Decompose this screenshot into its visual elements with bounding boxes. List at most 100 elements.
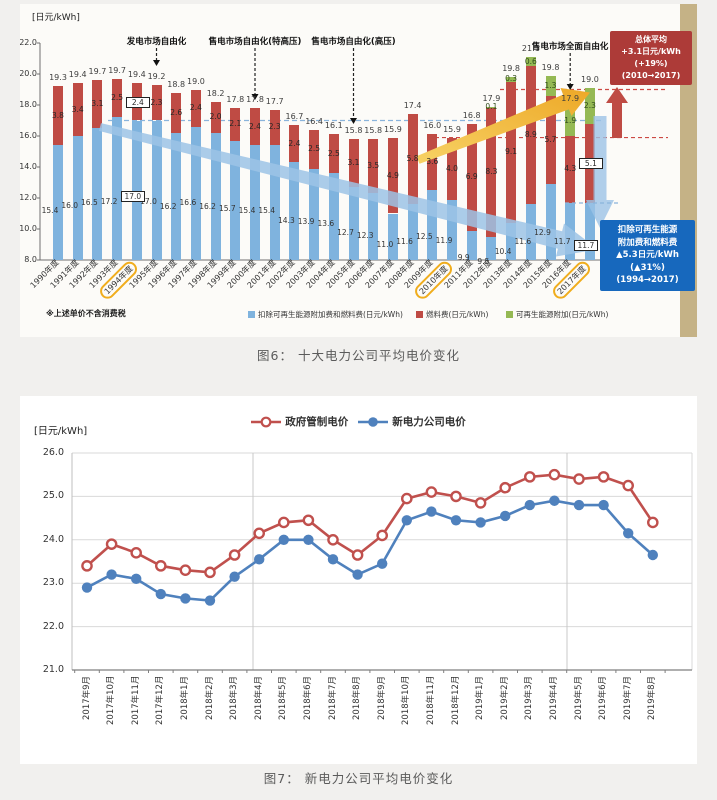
declining-base-price-arrow [99,123,598,257]
bar-base-label: 12.9 [534,228,551,237]
bar-total-label: 16.0 [423,121,442,131]
x-axis-label: 2017年11月 [130,675,141,725]
bar-segment-fuel [230,108,241,141]
bar-total-label: 19.7 [108,65,126,75]
bar-fuel-label: 2.3 [268,122,281,132]
x-axis-label: 2019年7月 [622,675,633,720]
data-point [81,560,93,572]
bar-fuel-label: 2.5 [111,93,124,103]
event-arrowhead [153,60,160,66]
fig7-unit-label: [日元/kWh] [34,426,88,437]
bar-base-label: 11.7 [573,240,598,251]
bar-segment-fuel [289,125,300,163]
bar-segment-renewable [584,87,595,124]
data-point [302,514,315,527]
bar-total-label: 19.3 [49,73,67,83]
data-point [106,569,117,580]
bar-renewable-label: 2.3 [583,100,596,110]
fig7-caption: 图7： 新电力公司平均电价变化 [263,771,454,786]
data-point [474,497,487,509]
annotation-line: ▲5.3日元/kWh [616,250,679,260]
bar-segment-base [190,126,201,260]
bar-total-label: 18.2 [206,88,225,98]
bar-total-label: 21.1 [521,43,540,53]
x-axis-label: 2019年5月 [573,675,584,720]
bar-fuel-label: 2.6 [170,107,183,117]
bar-total-label: 16.1 [324,121,343,131]
bar-segment-base [289,162,300,260]
bar-segment-fuel [190,89,201,127]
x-axis-label: 2018年10月 [401,675,412,725]
bar-segment-base [309,168,320,260]
data-point [327,533,339,546]
fig6-stacked-bar-chart: [日元/kWh] 19.3 3.8 15.4 1990年度 19.4 3.4 16.0 199… [20,4,697,337]
annotation-line: 总体平均 [635,35,667,44]
x-axis-label: 2018年3月 [229,675,240,720]
legend-label: 新电力公司电价 [392,416,466,428]
bar-fuel-label: 3.1 [347,158,360,168]
series-line-新电力公司电价 [86,499,654,602]
bar-fuel-label: 4.9 [386,170,399,180]
x-axis-label: 2018年2月 [204,675,215,720]
y-tick-label: 10.0 [20,224,37,233]
data-point [425,486,438,498]
bar-fuel-label: 2.3 [150,97,163,107]
x-axis-label: 2018年12月 [450,675,461,725]
bar-fuel-label: 2.4 [249,121,261,131]
legend-marker [260,416,272,427]
bar-segment-base [250,145,260,260]
y-tick-label: 18.0 [20,100,37,109]
bar-segment-fuel [387,137,398,214]
bar-segment-fuel [92,80,103,129]
bar-segment-renewable [486,106,497,109]
event-arrowhead [566,84,574,90]
y-tick-label: 23.0 [42,577,64,589]
overall-average-annotation-box: 总体平均 +3.1日元/kWh (+19%) (2010→2017) [610,31,692,85]
y-tick-label: 24.0 [42,533,64,545]
data-point [229,571,240,582]
data-point [130,547,142,559]
data-point [597,471,610,483]
x-axis-label: 2019年3月 [524,675,535,720]
y-tick-label: 16.0 [20,131,37,140]
y-tick-label: 20.0 [20,69,37,78]
bar-total-label: 19.4 [68,70,87,80]
bar-fuel-label: 2.1 [229,119,242,129]
bar-segment-fuel [466,123,477,231]
bar-segment-fuel [72,83,83,136]
data-point [228,549,241,561]
bar-segment-fuel [112,78,123,118]
annotation-line: 扣除可再生能源 [617,225,678,235]
bar-base-label: 15.4 [258,206,276,215]
data-point [377,558,388,569]
legend-label: 扣除可再生能源附加费和燃料费(日元/kWh) [258,310,403,319]
bar-base-label: 12.7 [337,228,354,237]
data-point [155,588,166,600]
bar-fuel-label: 2.0 [209,112,222,122]
data-point [622,479,635,492]
bar-base-label: 12.5 [415,232,433,241]
x-axis-label: 2017年12月 [155,675,166,725]
bar-segment-base [269,145,280,260]
data-point [327,554,339,565]
bar-total-label: 15.8 [364,126,383,136]
bar-fuel-label: 2.5 [327,148,340,158]
data-point [254,554,265,565]
bar-segment-base [407,204,418,260]
bar-total-label: 19.7 [88,67,107,77]
bar-segment-fuel [309,129,320,169]
data-point [131,573,142,585]
bar-segment-fuel [151,84,162,121]
data-point [179,564,192,576]
fig6-footnote: ※上述单价不含消费税 [46,309,126,318]
bar-segment-renewable [525,56,536,67]
series-line-政府管制电价 [86,473,654,574]
data-point [450,515,462,526]
bar-base-label: 15.4 [41,206,59,215]
x-axis-label: 2018年8月 [352,675,363,720]
bar-total-label: 19.0 [580,74,599,84]
bar-segment-renewable [506,77,517,82]
data-point [426,506,437,517]
fig6-caption: 图6： 十大电力公司平均电价变化 [257,348,460,363]
data-point [450,490,462,503]
